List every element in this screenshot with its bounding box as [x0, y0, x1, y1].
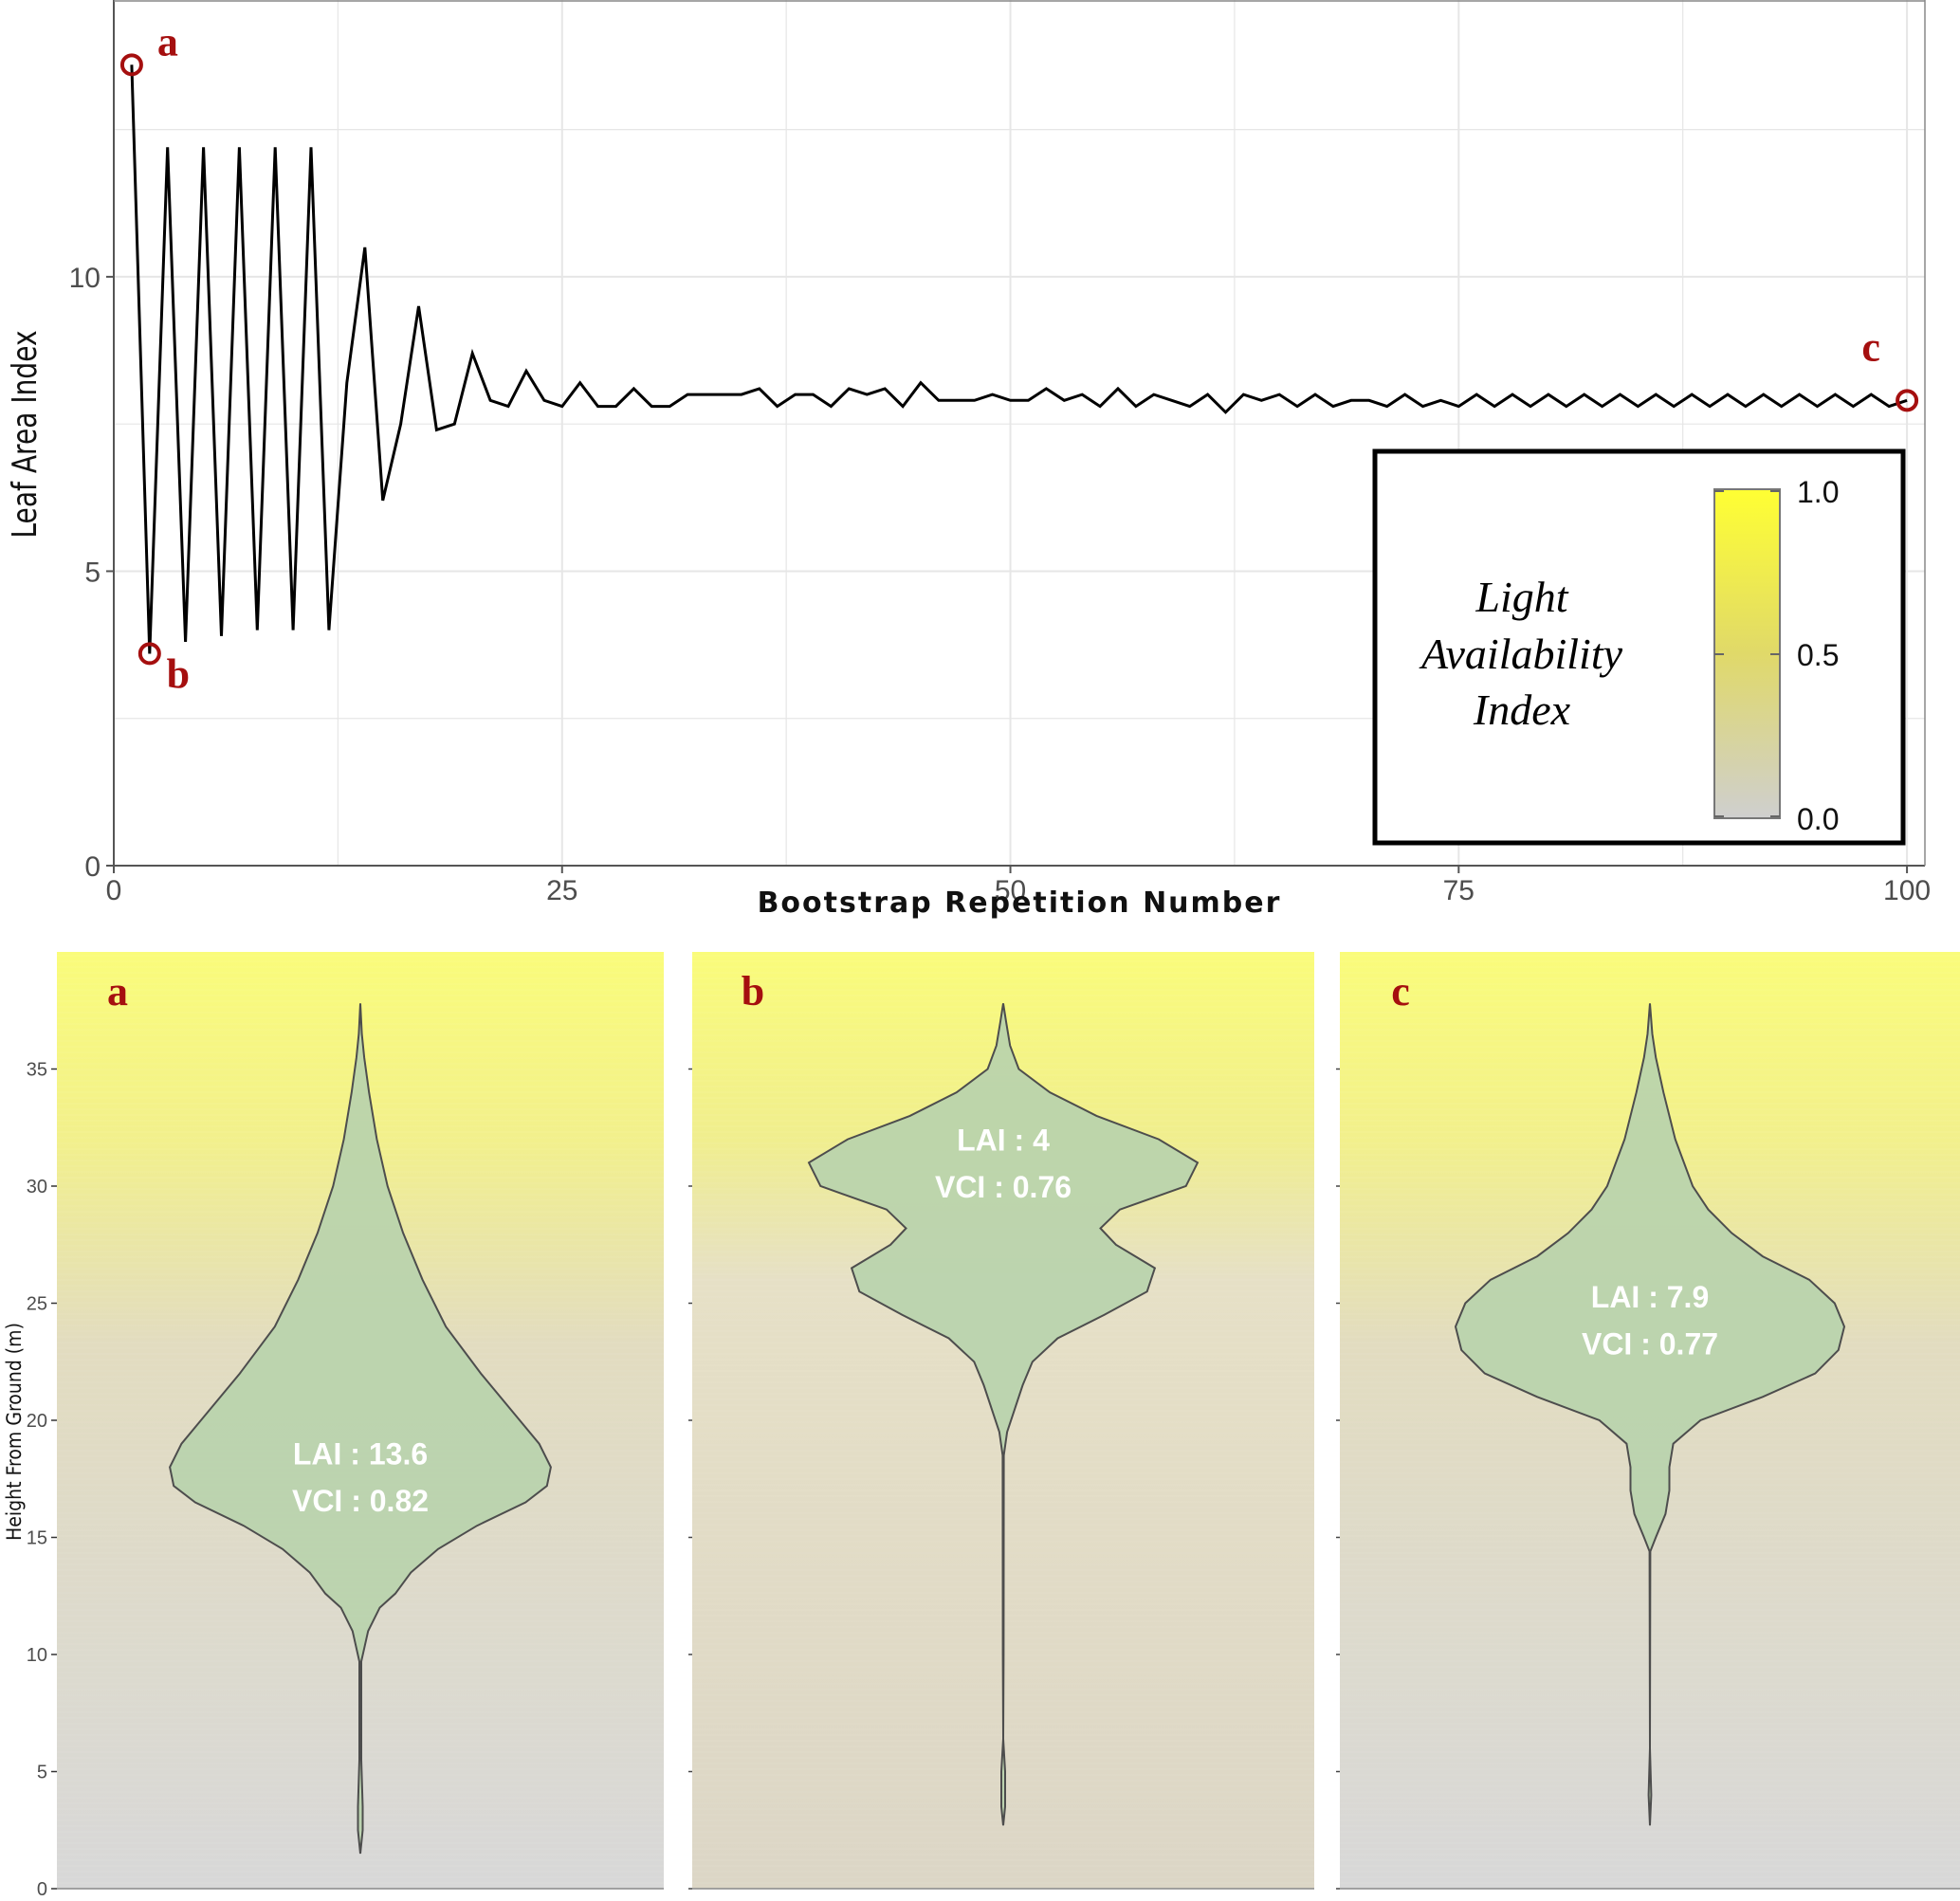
violin-y-tick-label: 30 — [27, 1177, 47, 1197]
violin-y-tick-label: 35 — [27, 1060, 47, 1081]
highlight-markers: a b c — [119, 18, 1919, 697]
x-tick-label: 50 — [995, 875, 1026, 906]
violin-y-tick-label: 15 — [27, 1528, 47, 1549]
violin-shape — [169, 1003, 552, 1855]
x-axis-title: Bootstrap Repetition Number — [758, 887, 1282, 920]
lai-line-chart: 0 5 10 0 25 50 75 100 a b c Leaf Area Index Boot… — [5, 0, 1931, 920]
panel-label-a: a — [107, 968, 128, 1014]
colorbar-label-mid: 0.5 — [1797, 638, 1839, 672]
colorbar-label-high: 1.0 — [1797, 475, 1839, 509]
violin-y-axis-title: Height From Ground (m) — [2, 1323, 26, 1541]
legend-box — [1372, 448, 1906, 846]
vci-annotation: VCI : 0.76 — [935, 1170, 1072, 1204]
vci-annotation: VCI : 0.82 — [292, 1484, 429, 1518]
highlight-label-c: c — [1861, 323, 1880, 370]
x-tick-label: 75 — [1443, 875, 1475, 906]
violin-panel-a: LAI : 13.6 VCI : 0.82 a — [57, 952, 664, 1890]
violin-shape — [807, 1003, 1200, 1826]
highlight-label-a: a — [157, 18, 178, 64]
colorbar-label-low: 0.0 — [1797, 802, 1839, 836]
highlight-marker-b — [137, 642, 161, 666]
series-line — [130, 64, 1908, 654]
highlight-label-b: b — [167, 650, 190, 697]
y-tick-label: 0 — [84, 851, 101, 883]
violin-y-tick-label: 5 — [37, 1763, 47, 1783]
violin-panel-c: LAI : 7.9 VCI : 0.77 c — [1336, 952, 1960, 1890]
y-tick-label: 5 — [84, 557, 101, 588]
violin-y-ticks: 0 5 10 15 20 25 30 35 — [27, 1060, 57, 1900]
x-tick-label: 0 — [106, 875, 122, 906]
violin-shape — [1454, 1003, 1846, 1826]
y-axis-title: Leaf Area Index — [5, 330, 45, 538]
lai-annotation: LAI : 7.9 — [1591, 1280, 1709, 1314]
colorbar — [1713, 488, 1781, 819]
x-ticks: 0 25 50 75 100 — [106, 866, 1931, 906]
legend: Light Availability Index 1.0 0.5 0.0 — [1372, 448, 1906, 846]
violin-panels: Height From Ground (m) 0 5 10 15 20 25 30 35 LA… — [2, 952, 1960, 1900]
highlight-marker-c — [1896, 389, 1919, 412]
panel-label-c: c — [1391, 968, 1410, 1014]
violin-panel-b: LAI : 4 VCI : 0.76 b — [688, 952, 1314, 1890]
lai-annotation: LAI : 4 — [957, 1124, 1050, 1158]
x-tick-label: 25 — [546, 875, 577, 906]
lai-annotation: LAI : 13.6 — [293, 1437, 428, 1471]
y-ticks: 0 5 10 — [69, 263, 114, 883]
legend-title-line-2: Availability — [1419, 630, 1623, 678]
violin-y-tick-label: 25 — [27, 1294, 47, 1315]
violin-y-tick-label: 10 — [27, 1645, 47, 1666]
panel-label-b: b — [742, 968, 764, 1014]
legend-title-line-1: Light — [1475, 573, 1568, 621]
legend-title-line-3: Index — [1473, 685, 1571, 734]
x-tick-label: 100 — [1883, 875, 1931, 906]
y-tick-label: 10 — [69, 263, 101, 294]
violin-y-tick-label: 0 — [37, 1879, 47, 1900]
vci-annotation: VCI : 0.77 — [1582, 1326, 1718, 1361]
violin-y-tick-label: 20 — [27, 1411, 47, 1432]
highlight-marker-a — [119, 53, 143, 77]
